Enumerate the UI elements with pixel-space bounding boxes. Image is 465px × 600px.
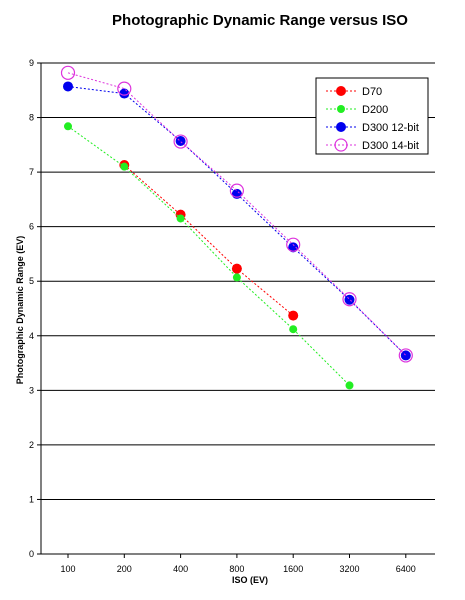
- data-point: [345, 381, 354, 390]
- data-point: [176, 214, 185, 223]
- x-tick-label: 400: [173, 564, 188, 574]
- data-point: [288, 310, 299, 321]
- data-point: [232, 273, 241, 282]
- x-tick-label: 200: [117, 564, 132, 574]
- data-point: [175, 136, 186, 147]
- legend-label: D70: [362, 86, 382, 98]
- series-layer: [60, 65, 413, 390]
- y-tick-label: 1: [29, 494, 34, 504]
- x-axis-title: ISO (EV): [232, 575, 268, 585]
- x-tick-label: 6400: [396, 564, 416, 574]
- data-point: [231, 263, 242, 274]
- data-point: [398, 348, 413, 363]
- chart-title: Photographic Dynamic Range versus ISO: [112, 12, 408, 29]
- series-line: [67, 125, 350, 386]
- data-point: [173, 134, 188, 149]
- y-tick-label: 4: [29, 331, 34, 341]
- legend: D70 D200 D300 12-bit D300 14-bit: [315, 77, 429, 155]
- x-tick-label: 3200: [339, 564, 359, 574]
- y-tick-label: 9: [29, 58, 34, 68]
- x-tick-label: 100: [60, 564, 75, 574]
- y-tick-label: 2: [29, 440, 34, 450]
- data-point: [342, 292, 357, 307]
- data-point: [289, 325, 298, 334]
- y-axis-ticks: 0 1 2 3 4 5 6 7 8 9: [29, 58, 41, 559]
- series-d300-14-bit: [60, 65, 413, 363]
- y-tick-label: 5: [29, 276, 34, 286]
- x-tick-label: 800: [229, 564, 244, 574]
- series-line: [123, 164, 294, 316]
- y-axis-title: Photographic Dynamic Range (EV): [15, 236, 25, 385]
- data-point: [400, 350, 411, 361]
- y-tick-label: 7: [29, 167, 34, 177]
- y-tick-label: 0: [29, 549, 34, 559]
- data-point: [117, 81, 132, 96]
- data-point: [120, 162, 129, 171]
- legend-marker: [336, 86, 346, 96]
- y-tick-label: 6: [29, 222, 34, 232]
- data-point: [288, 242, 299, 253]
- data-point: [229, 183, 244, 198]
- legend-label: D300 12-bit: [362, 122, 419, 134]
- data-point: [64, 122, 72, 131]
- legend-label: D300 14-bit: [362, 140, 419, 152]
- data-point: [63, 81, 73, 92]
- plot-frame: [40, 63, 435, 555]
- data-point: [286, 237, 301, 252]
- data-point: [344, 294, 355, 305]
- legend-marker: [337, 105, 345, 113]
- series-d200: [64, 122, 354, 390]
- legend-label: D200: [362, 104, 388, 116]
- x-tick-label: 1600: [283, 564, 303, 574]
- legend-marker: [336, 122, 346, 132]
- series-d70: [119, 160, 299, 321]
- x-axis-ticks: 100 200 400 800 1600 3200 6400: [60, 554, 416, 574]
- data-point: [60, 65, 76, 80]
- y-tick-label: 3: [29, 385, 34, 395]
- y-tick-label: 8: [29, 113, 34, 123]
- legend-marker: [334, 138, 348, 152]
